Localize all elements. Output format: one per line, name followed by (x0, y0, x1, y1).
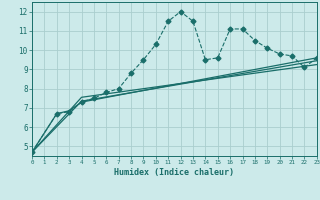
X-axis label: Humidex (Indice chaleur): Humidex (Indice chaleur) (115, 168, 234, 177)
